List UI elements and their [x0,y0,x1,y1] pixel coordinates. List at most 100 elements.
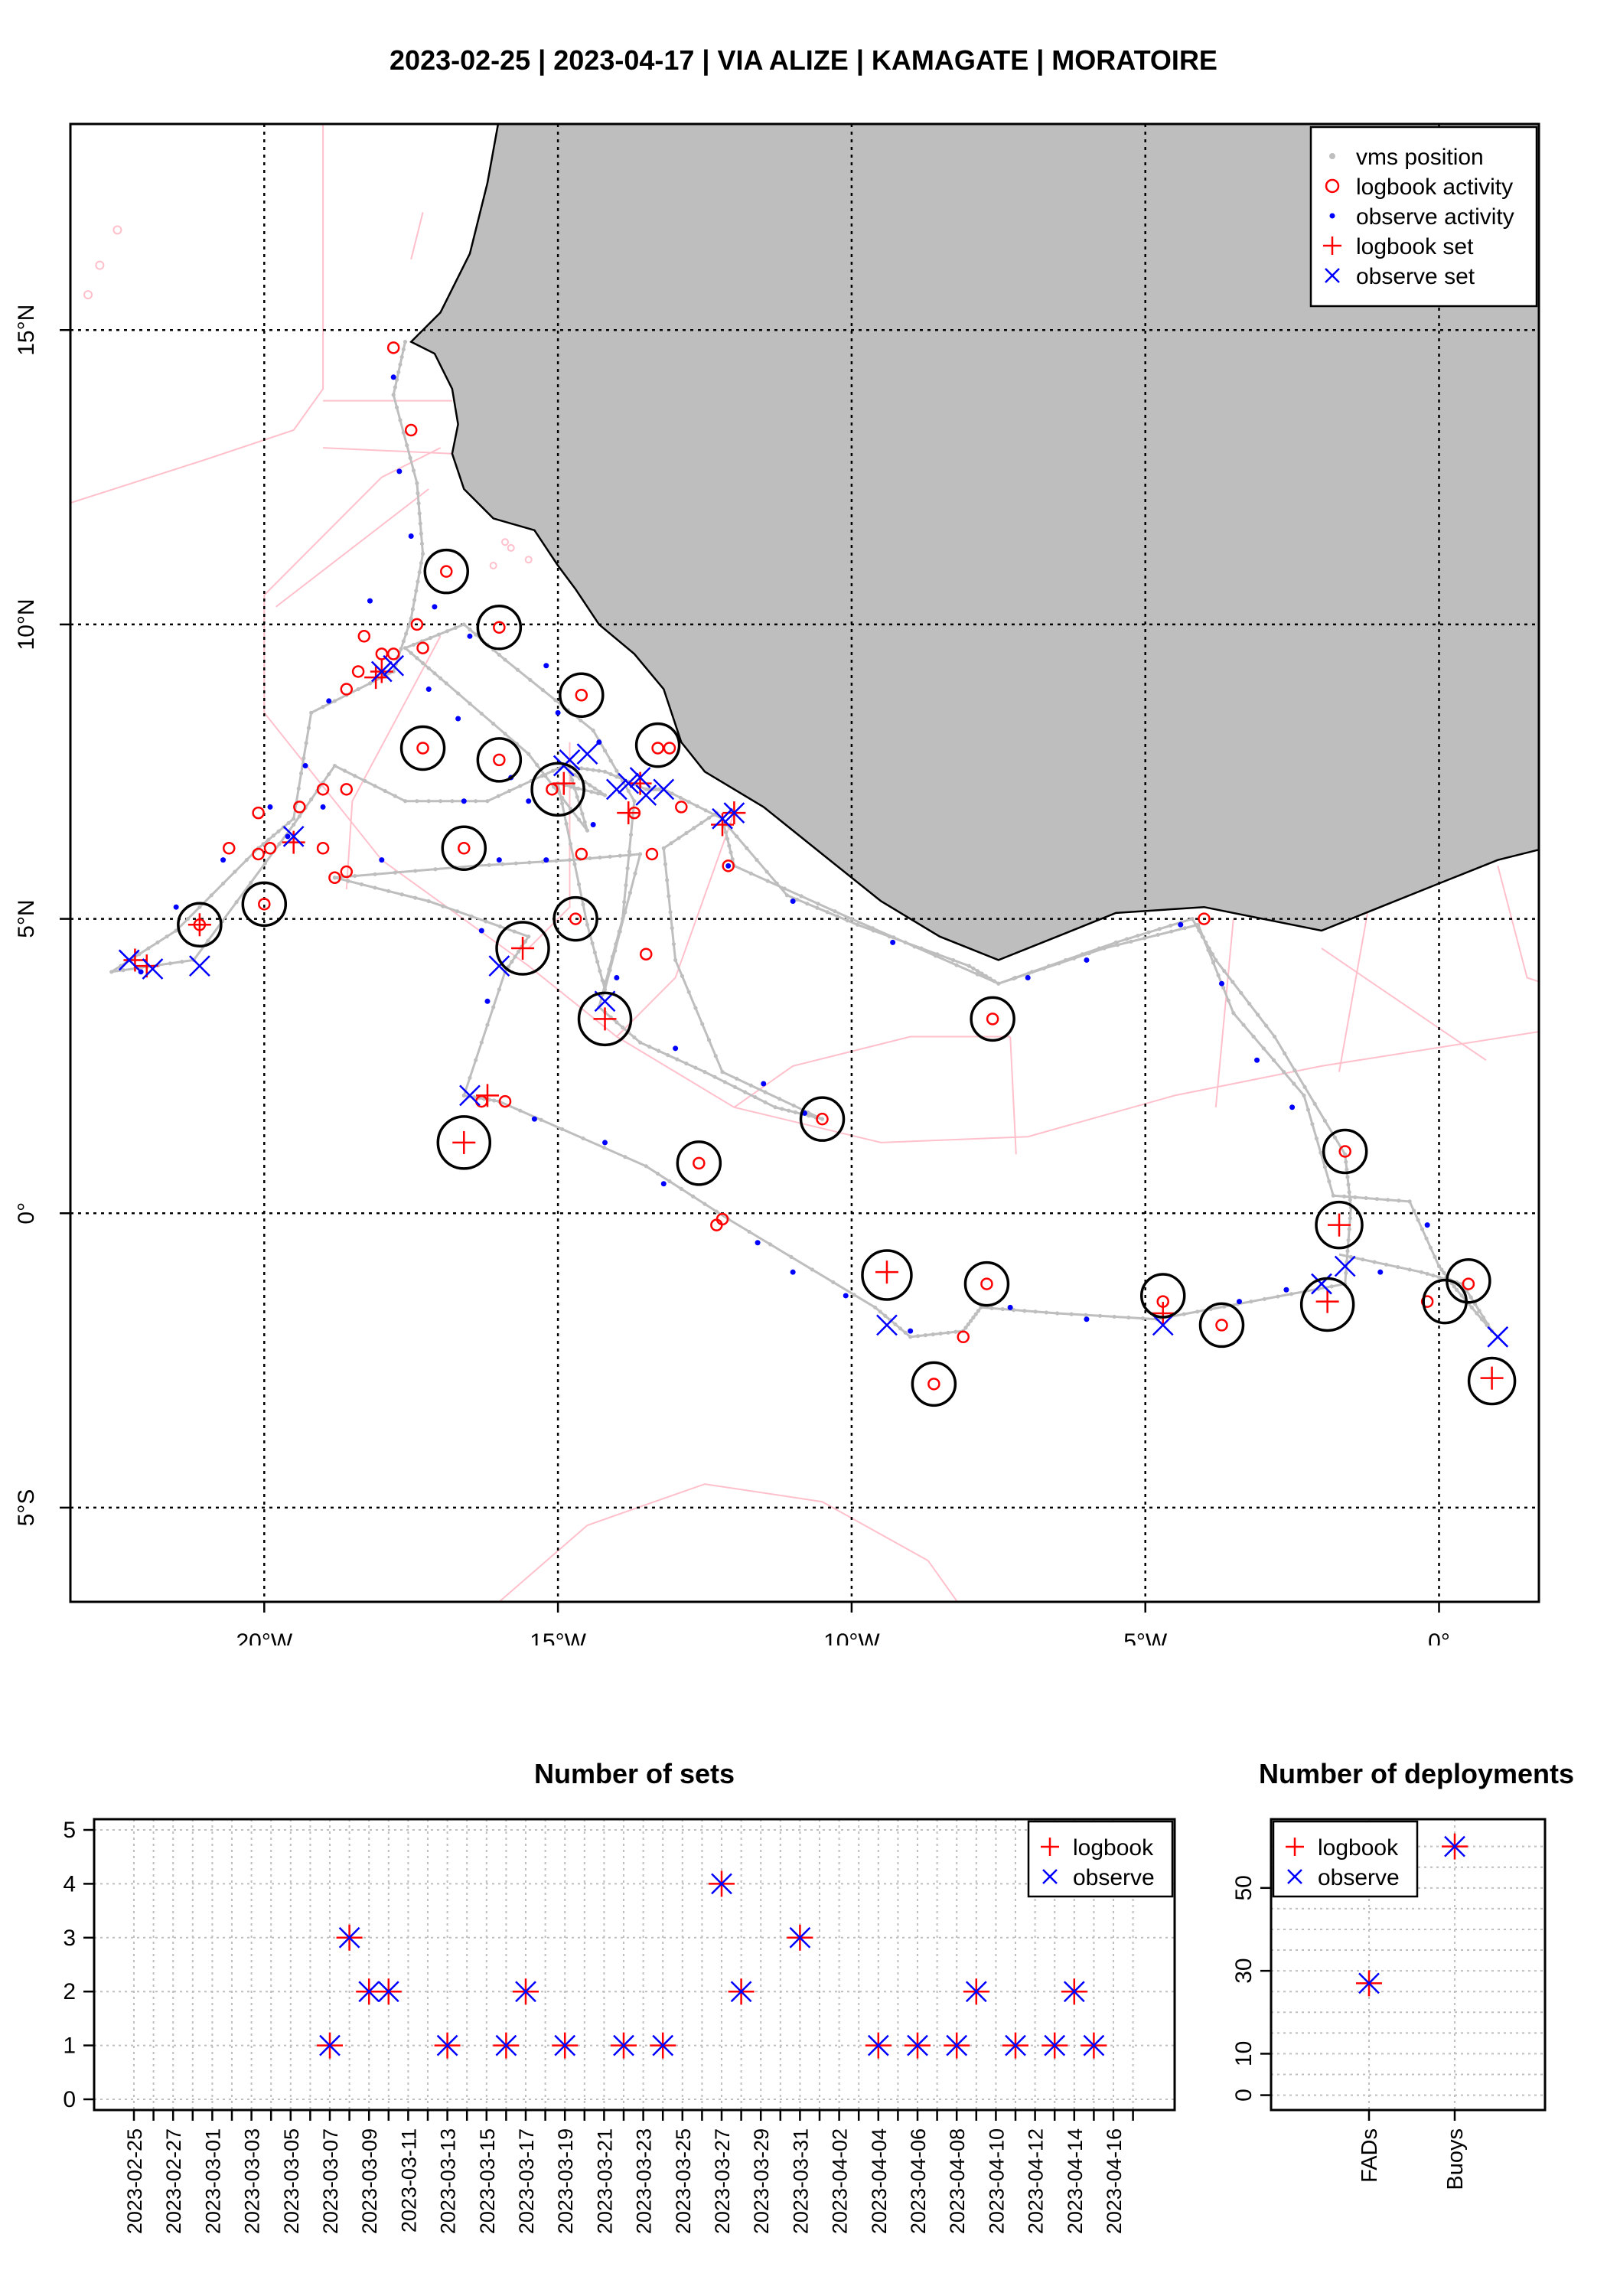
vms-point [321,705,325,709]
vms-point [607,967,611,972]
vms-point [1436,1275,1442,1280]
sets-logbook-mark [963,1978,989,2005]
vms-point [543,774,548,778]
vms-point [598,969,602,974]
vms-point [1210,952,1215,957]
vms-point [845,918,850,923]
vms-point [540,688,545,693]
observe-activity-point [326,698,332,704]
observe-activity-point [467,633,473,639]
vms-point [1482,1315,1486,1320]
vms-point [1348,1216,1352,1221]
vms-point [535,762,539,768]
vms-point [528,677,533,683]
sets-logbook-mark [356,1978,383,2005]
vms-point [898,1326,903,1331]
vms-point [1204,940,1208,944]
vms-point [1211,960,1216,965]
logbook-activity-point [986,1013,999,1026]
logbook-set-mark [711,813,735,837]
logbook-activity-point [710,1218,723,1231]
vms-point [647,1045,652,1049]
sets-logbook-mark [513,1978,539,2005]
vms-point [526,934,531,939]
observe-set-mark [618,772,640,794]
logbook-activity-point [645,847,659,861]
vms-point [852,1293,856,1297]
set-circle [177,902,223,948]
vms-point [600,978,605,983]
vms-point [1272,1034,1277,1039]
vms-point [1425,1271,1429,1276]
vms-point [271,833,275,838]
vms-point [871,928,876,933]
observe-activity-point [367,598,373,604]
observe-activity-point [478,928,484,934]
sets-logbook-mark [1041,2032,1068,2059]
vms-point [479,711,484,716]
vms-point [1264,1023,1269,1028]
vms-point [1289,1292,1294,1296]
vms-point [1436,1264,1442,1269]
vms-point [670,926,674,931]
vms-point [1011,1308,1016,1313]
vms-point [393,385,397,390]
sets-frame [93,1818,1176,2112]
vms-point [1348,1198,1352,1202]
vms-point [1262,1296,1267,1301]
vms-point [405,443,409,448]
vms-point [666,1053,670,1058]
vms-point [346,879,350,883]
vms-point [518,784,523,788]
vms-point [391,393,396,397]
vms-point [1384,1262,1389,1267]
set-circle [423,548,470,595]
vms-point [234,900,239,905]
vms-point [367,681,373,686]
vms-point [306,726,311,730]
sets-logbook-mark [728,1978,755,2005]
vms-point [887,934,892,939]
map-x-tick-label: 15°W [530,1629,586,1645]
vms-point [903,940,908,944]
deployments-y-tick-label: 10 [1231,2041,1257,2066]
sets-observe-mark [907,2034,928,2056]
vms-point [1345,1249,1350,1254]
vms-point [935,952,940,957]
figure-title: 2023-02-25 | 2023-04-17 | VIA ALIZE | KA… [390,44,1217,76]
vms-point [1231,980,1235,984]
vms-point [763,1090,768,1094]
set-circle [553,895,598,942]
vms-point [416,491,420,496]
vms-point [209,893,214,898]
vms-point [680,974,685,978]
observe-activity-point [1007,1304,1013,1310]
vms-point [575,794,579,799]
deployments-y-tick-label: 30 [1231,1958,1257,1983]
vms-point [799,894,804,899]
vms-point [706,1038,712,1042]
vms-point [700,1022,705,1026]
vms-point [613,948,618,953]
vms-point [883,1313,888,1318]
observe-activity-point [1084,1316,1090,1322]
set-circle [495,921,550,976]
sets-x-tick-label: 2023-04-04 [868,2128,891,2234]
vms-point [197,905,202,909]
vms-point [1424,1236,1429,1241]
sets-x-tick-label: 2023-03-19 [554,2128,577,2234]
vms-point [989,1306,994,1311]
vms-point [1226,998,1231,1003]
observe-activity-point [1377,1269,1384,1275]
vms-point [412,598,417,602]
vms-point [550,768,556,773]
sets-logbook-mark [905,2032,931,2059]
sets-y-tick-label: 4 [63,1871,76,1896]
vms-point [620,916,625,921]
vms-point [1239,990,1244,995]
observe-activity-point [614,975,620,981]
vms-point [1341,1194,1347,1199]
vms-point [575,786,581,791]
vms-point [784,893,790,898]
vms-point [684,830,689,836]
